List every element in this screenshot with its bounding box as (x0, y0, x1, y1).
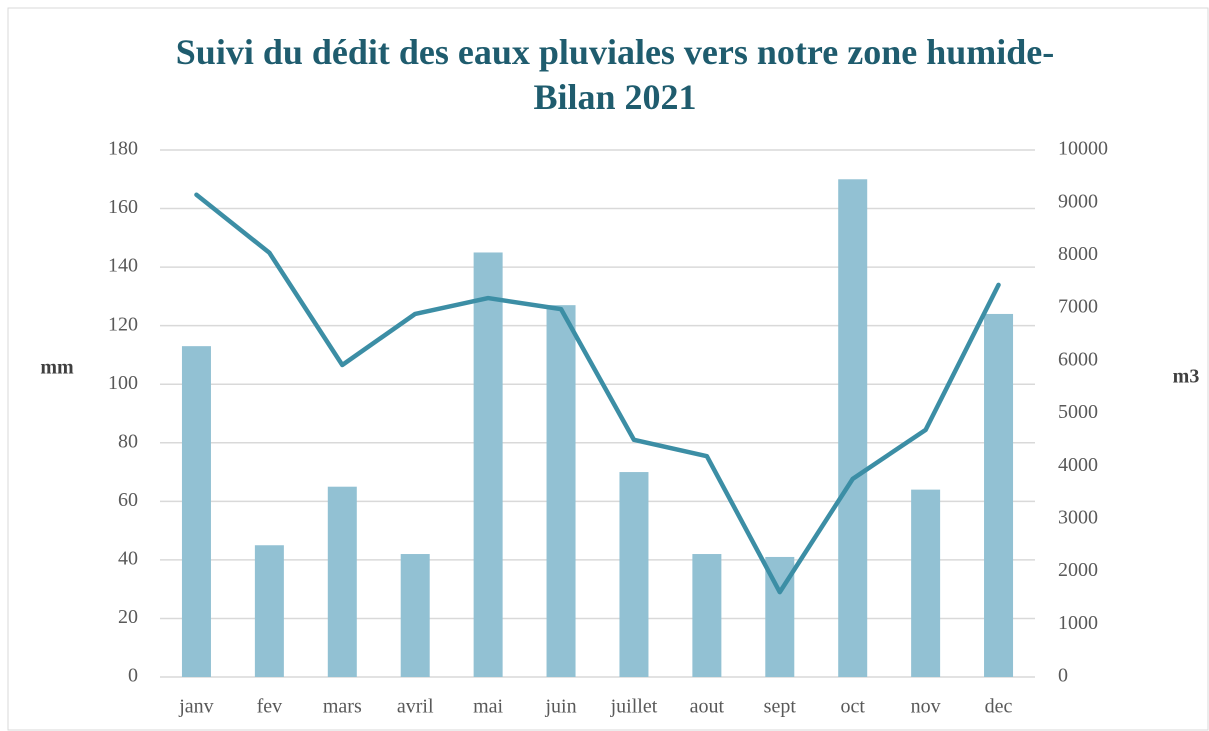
bar (619, 472, 649, 677)
x-tick-label: juillet (610, 696, 658, 718)
y-tick-label: 100 (108, 372, 138, 394)
y2-tick-label: 1000 (1058, 612, 1098, 634)
y-tick-label: 160 (108, 196, 138, 218)
x-tick-label: nov (911, 696, 941, 718)
y-tick-label: 60 (118, 489, 138, 511)
y-axis-label: mm (40, 357, 74, 379)
y-tick-label: 0 (128, 665, 138, 687)
x-tick-label: mai (473, 696, 503, 718)
y2-tick-label: 5000 (1058, 401, 1098, 423)
bar (254, 545, 284, 677)
x-tick-label: avril (397, 696, 434, 718)
x-tick-label: mars (323, 696, 362, 718)
bar (911, 489, 941, 677)
x-tick-label: juin (544, 696, 576, 718)
chart-border (7, 7, 1209, 731)
bar (400, 554, 430, 677)
y-tick-label: 120 (108, 313, 138, 335)
x-tick-label: sept (764, 696, 797, 718)
x-tick-label: aout (690, 696, 725, 718)
bar (984, 313, 1014, 677)
bar (181, 346, 211, 677)
y2-tick-label: 6000 (1058, 348, 1098, 370)
bar (546, 305, 576, 677)
y2-tick-label: 2000 (1058, 559, 1098, 581)
x-tick-label: janv (178, 696, 213, 718)
y-tick-label: 140 (108, 255, 138, 277)
x-tick-label: fev (257, 696, 283, 718)
bar (692, 554, 722, 677)
x-tick-label: oct (840, 696, 865, 718)
bar (327, 486, 357, 677)
bar (838, 179, 868, 677)
line (194, 192, 1001, 595)
y-tick-label: 20 (118, 606, 138, 628)
chart-title: Suivi du dédit des eaux pluviales vers n… (175, 32, 1055, 117)
y-tick-label: 40 (118, 547, 138, 569)
y-tick-label: 80 (118, 430, 138, 452)
x-tick-label: dec (985, 696, 1013, 718)
y2-tick-label: 7000 (1058, 296, 1098, 318)
y2-tick-label: 0 (1058, 665, 1068, 687)
y2-tick-label: 4000 (1058, 454, 1098, 476)
y2-tick-label: 8000 (1058, 243, 1098, 265)
y2-tick-label: 9000 (1058, 190, 1098, 212)
y2-tick-label: 3000 (1058, 506, 1098, 528)
y2-tick-label: 10000 (1058, 138, 1108, 160)
y-tick-label: 180 (108, 138, 138, 160)
bar (473, 252, 503, 677)
y2-axis-label: m3 (1173, 366, 1200, 388)
